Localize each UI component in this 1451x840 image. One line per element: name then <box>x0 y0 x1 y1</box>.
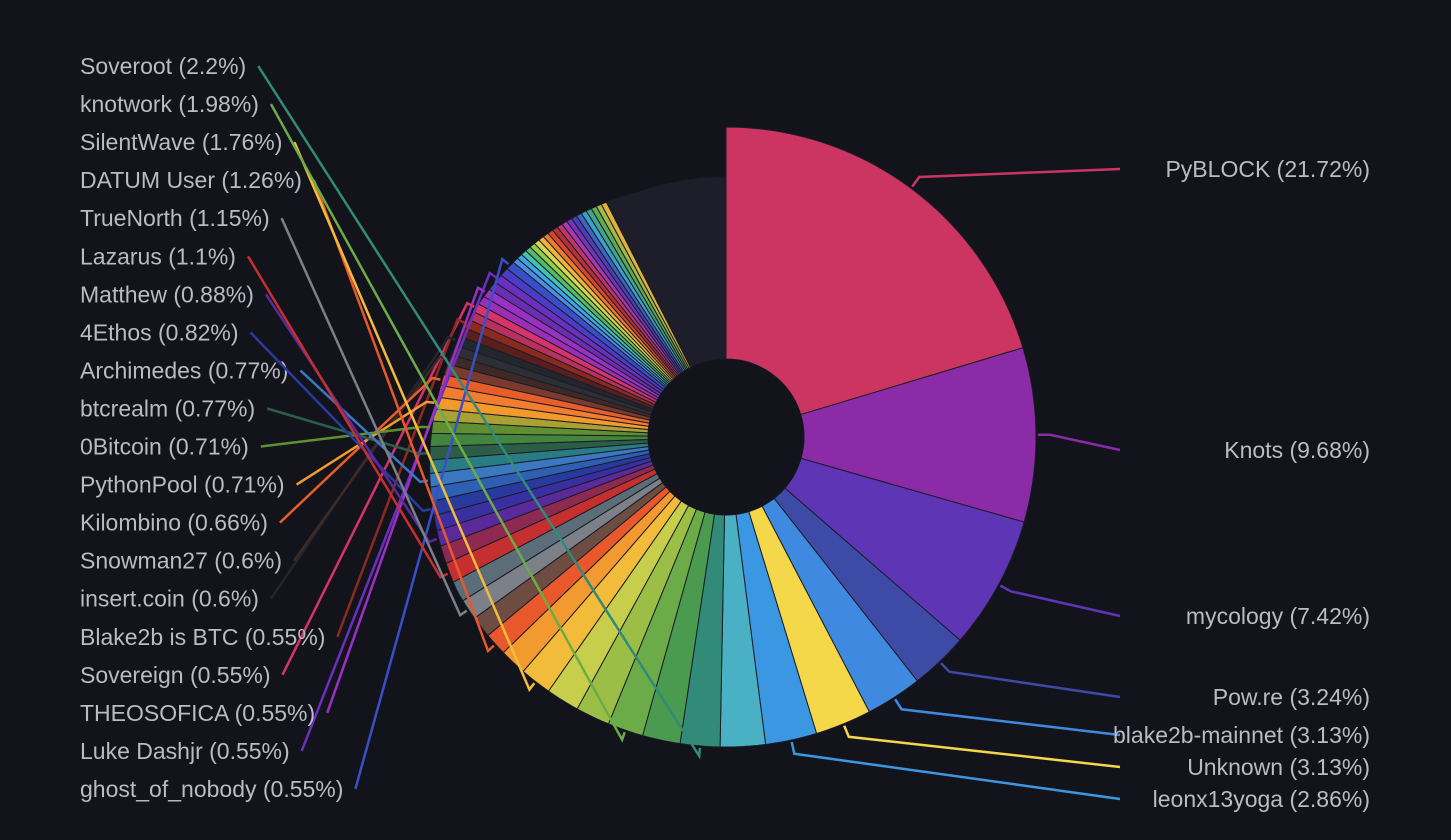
slice-label: Blake2b is BTC (0.55%) <box>80 624 325 650</box>
slice-label: Unknown (3.13%) <box>1187 754 1370 780</box>
slice-blake2b-is-btc <box>463 318 656 408</box>
leader-line <box>293 141 536 692</box>
leader-line <box>269 103 626 743</box>
slice-label: blake2b-mainnet (3.13%) <box>1113 722 1370 748</box>
slice-label: PyBLOCK (21.72%) <box>1165 156 1370 182</box>
slice-label: Knots (9.68%) <box>1224 437 1370 463</box>
leader-line <box>281 301 475 676</box>
leader-line <box>911 167 1121 188</box>
labels: PyBLOCK (21.72%) Knots (9.68%) mycology (7… <box>80 53 1370 812</box>
slice-label: SilentWave (1.76%) <box>80 129 282 155</box>
leader-line <box>280 217 468 617</box>
leader-line <box>312 179 495 654</box>
slice <box>443 363 652 421</box>
slice-label: insert.coin (0.6%) <box>80 586 259 612</box>
slice-label: Matthew (0.88%) <box>80 281 254 307</box>
slice-label: 0Bitcoin (0.71%) <box>80 434 249 460</box>
slice-label: btcrealm (0.77%) <box>80 395 255 421</box>
leader-line <box>295 400 435 486</box>
slices <box>429 126 1037 748</box>
donut-hole <box>648 359 804 515</box>
leader-line <box>326 285 486 714</box>
slice-label: Luke Dashjr (0.55%) <box>80 738 290 764</box>
leader-line <box>246 255 449 579</box>
leader-line <box>894 698 1121 737</box>
slice-btcrealm <box>429 438 649 461</box>
slice-label: Kilombino (0.66%) <box>80 510 268 536</box>
slice-matthew <box>436 460 654 547</box>
slice-label: TrueNorth (1.15%) <box>80 205 270 231</box>
leader-line <box>336 317 466 638</box>
slice-truenorth <box>462 477 664 619</box>
slice <box>440 464 656 565</box>
slice-label: Archimedes (0.77%) <box>80 357 288 383</box>
slice-label: 4Ethos (0.82%) <box>80 319 239 345</box>
leader-line <box>266 407 428 455</box>
slice-label: PythonPool (0.71%) <box>80 472 285 498</box>
slice-label: knotwork (1.98%) <box>80 91 259 117</box>
slice-label: Soveroot (2.2%) <box>80 53 246 79</box>
slice-label: Sovereign (0.55%) <box>80 662 271 688</box>
leader-line <box>1038 433 1121 452</box>
leader-line <box>260 425 431 448</box>
leader-line <box>354 257 510 790</box>
slice-theosofica <box>483 288 661 399</box>
leader-line <box>279 376 441 524</box>
slice-label: Lazarus (1.1%) <box>80 243 236 269</box>
leader-line <box>249 331 432 513</box>
slice-label: Pow.re (3.24%) <box>1213 684 1370 710</box>
leader-line <box>257 65 702 760</box>
leader-line <box>300 271 498 752</box>
slice-kilombino <box>440 374 651 424</box>
leader-line <box>843 725 1121 769</box>
leader-line <box>999 584 1121 618</box>
slice-label: ghost_of_nobody (0.55%) <box>80 776 343 802</box>
leader-line <box>299 369 429 484</box>
leader-line <box>940 662 1121 699</box>
slice-label: mycology (7.42%) <box>1186 603 1370 629</box>
slice-label: leonx13yoga (2.86%) <box>1153 786 1370 812</box>
leader-line <box>790 741 1121 801</box>
slice-label: DATUM User (1.26%) <box>80 167 302 193</box>
slice-label: Snowman27 (0.6%) <box>80 548 282 574</box>
slice-ghost-of-nobody <box>506 261 667 391</box>
slice-label: THEOSOFICA (0.55%) <box>80 700 315 726</box>
leader-line <box>269 335 457 600</box>
